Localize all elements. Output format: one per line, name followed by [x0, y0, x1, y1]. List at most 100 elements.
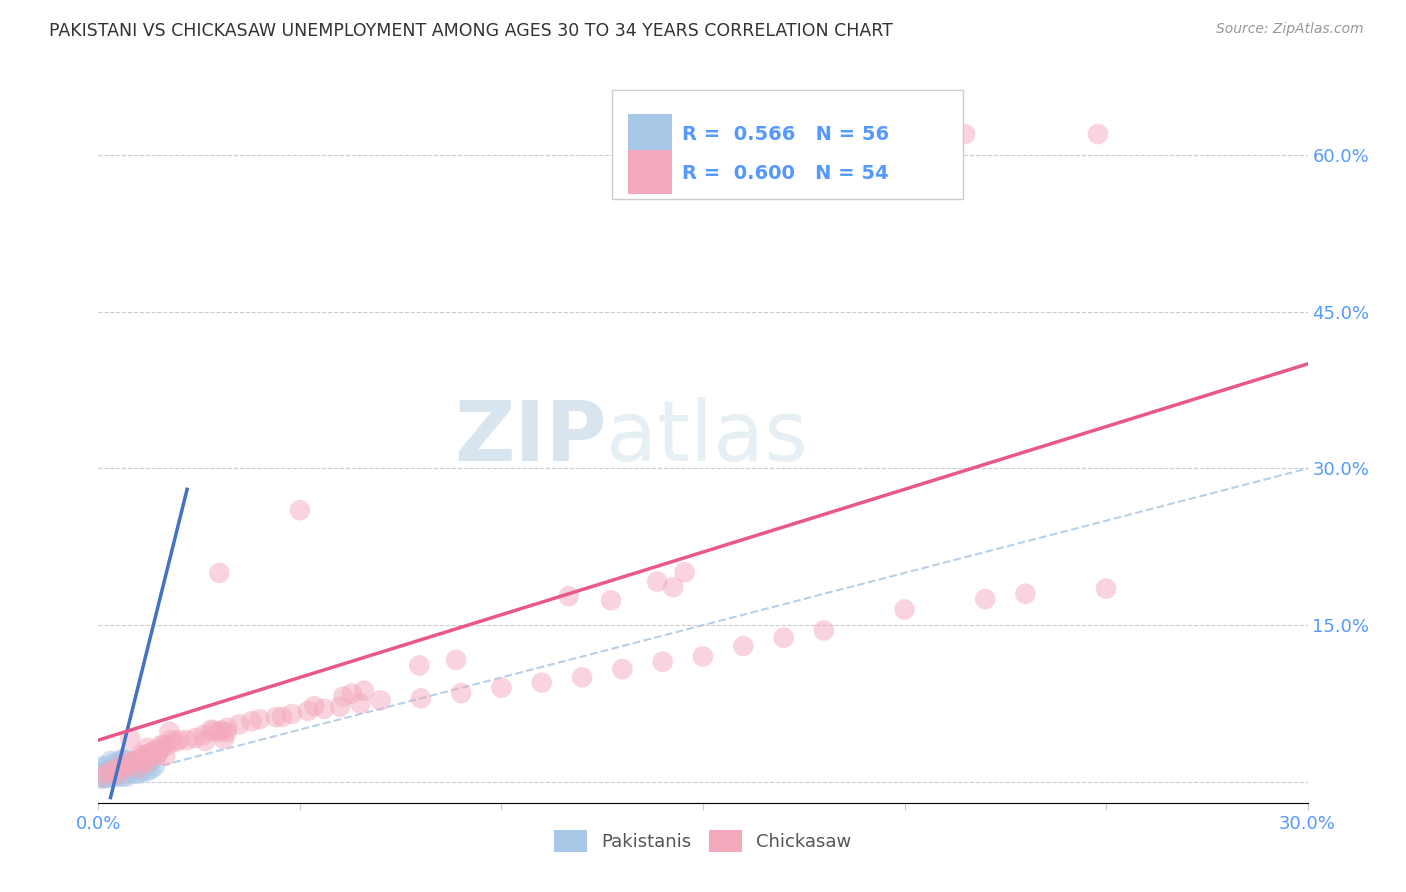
Point — [98, 768, 121, 782]
Point — [93, 767, 115, 781]
Point — [139, 754, 162, 768]
Point — [114, 763, 136, 777]
Point — [94, 770, 117, 784]
Point — [450, 686, 472, 700]
Point — [124, 763, 146, 777]
Point — [132, 764, 155, 779]
Point — [115, 752, 138, 766]
Point — [893, 602, 915, 616]
Point — [297, 704, 319, 718]
Point — [953, 127, 976, 141]
Point — [115, 759, 138, 773]
Point — [211, 723, 233, 738]
Point — [1087, 127, 1109, 141]
Point — [103, 766, 125, 780]
Point — [571, 670, 593, 684]
Point — [96, 764, 118, 779]
Text: Source: ZipAtlas.com: Source: ZipAtlas.com — [1216, 22, 1364, 37]
Point — [100, 770, 122, 784]
Point — [91, 759, 114, 773]
Point — [120, 766, 142, 780]
Point — [139, 746, 162, 760]
Point — [100, 764, 122, 779]
Point — [249, 712, 271, 726]
FancyBboxPatch shape — [613, 90, 963, 200]
Point — [329, 699, 352, 714]
Point — [111, 763, 134, 777]
Point — [115, 770, 138, 784]
Point — [115, 759, 138, 773]
Point — [530, 675, 553, 690]
Point — [340, 687, 363, 701]
Point — [772, 631, 794, 645]
Point — [733, 639, 755, 653]
Point — [662, 580, 685, 594]
FancyBboxPatch shape — [628, 114, 672, 157]
Point — [132, 748, 155, 763]
Point — [143, 759, 166, 773]
Point — [612, 662, 634, 676]
Point — [103, 756, 125, 770]
Point — [107, 759, 129, 773]
Point — [201, 723, 224, 738]
Point — [111, 770, 134, 784]
Point — [138, 747, 160, 761]
Point — [149, 739, 172, 753]
Text: R =  0.600   N = 54: R = 0.600 N = 54 — [682, 164, 889, 183]
Point — [208, 724, 231, 739]
Point — [91, 769, 114, 783]
Point — [108, 767, 131, 781]
Point — [409, 691, 432, 706]
Point — [135, 764, 157, 779]
Point — [813, 624, 835, 638]
Text: PAKISTANI VS CHICKASAW UNEMPLOYMENT AMONG AGES 30 TO 34 YEARS CORRELATION CHART: PAKISTANI VS CHICKASAW UNEMPLOYMENT AMON… — [49, 22, 893, 40]
Point — [129, 747, 152, 762]
Point — [107, 759, 129, 773]
Point — [645, 574, 668, 589]
Point — [103, 763, 125, 777]
Point — [91, 772, 114, 786]
Point — [1095, 582, 1118, 596]
Point — [111, 759, 134, 773]
Point — [281, 706, 304, 721]
Point — [100, 770, 122, 784]
Point — [124, 756, 146, 770]
Point — [107, 764, 129, 779]
Point — [98, 767, 121, 781]
Point — [240, 714, 263, 729]
Point — [115, 754, 138, 768]
Point — [96, 766, 118, 780]
FancyBboxPatch shape — [628, 151, 672, 194]
Point — [100, 754, 122, 768]
Point — [349, 697, 371, 711]
Point — [91, 770, 114, 784]
Point — [93, 771, 115, 785]
Point — [146, 748, 169, 763]
Point — [184, 731, 207, 745]
Point — [91, 770, 114, 784]
Point — [96, 759, 118, 773]
Point — [128, 766, 150, 780]
Point — [91, 770, 114, 784]
Point — [111, 754, 134, 768]
Point — [149, 743, 172, 757]
Point — [1014, 587, 1036, 601]
Point — [127, 753, 149, 767]
Point — [136, 740, 159, 755]
Point — [194, 734, 217, 748]
Point — [131, 757, 153, 772]
Point — [91, 764, 114, 779]
Point — [128, 752, 150, 766]
Point — [212, 731, 235, 746]
Point — [103, 770, 125, 784]
Point — [132, 759, 155, 773]
Point — [156, 739, 179, 753]
Point — [96, 770, 118, 784]
Point — [353, 683, 375, 698]
Point — [103, 763, 125, 777]
Point — [163, 735, 186, 749]
Point — [120, 756, 142, 770]
Point — [135, 748, 157, 763]
Legend: Pakistanis, Chickasaw: Pakistanis, Chickasaw — [547, 823, 859, 860]
Point — [91, 766, 114, 780]
